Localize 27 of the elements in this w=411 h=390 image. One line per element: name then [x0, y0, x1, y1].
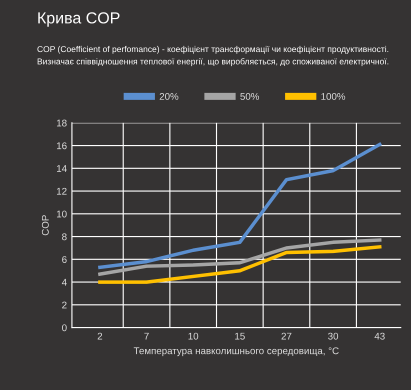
line-series [98, 238, 382, 276]
y-tick-label: 0 [62, 324, 67, 332]
legend-label: 20% [160, 93, 178, 100]
x-axis-title: Температура навколишнього середовища, °C [134, 347, 339, 356]
x-tick-label: 10 [188, 332, 198, 340]
x-tick-label: 2 [98, 332, 102, 340]
y-tick-label: 18 [56, 120, 67, 126]
y-tick-label: 6 [62, 256, 67, 263]
line-series [98, 142, 382, 270]
x-tick-label: 27 [282, 332, 292, 340]
y-tick-label: 12 [56, 188, 67, 195]
x-tick-label: 7 [144, 332, 149, 340]
y-tick-label: 4 [62, 278, 67, 286]
line-series [98, 245, 382, 284]
y-tick-label: 14 [56, 165, 67, 172]
x-tick-label: 43 [374, 332, 385, 340]
x-tick-label: 30 [328, 332, 338, 340]
legend-label: 50% [240, 93, 260, 100]
y-tick-label: 16 [56, 142, 67, 150]
y-tick-label: 10 [56, 210, 67, 218]
y-tick-label: 8 [62, 233, 67, 240]
chart-title: Крива COP [38, 12, 120, 27]
legend-label: 100% [321, 93, 346, 100]
y-tick-label: 2 [62, 302, 67, 308]
chart-subtitle: COP (Coefficient of perfomance) - коефіцієнт трансформації чи коефіцієнт продуктивності. Визначає співвідношення теплової енергії, що виробляється, до споживаної електричної. [37, 46, 388, 66]
x-tick-label: 15 [235, 332, 245, 340]
y-axis-title: COP [42, 215, 49, 236]
